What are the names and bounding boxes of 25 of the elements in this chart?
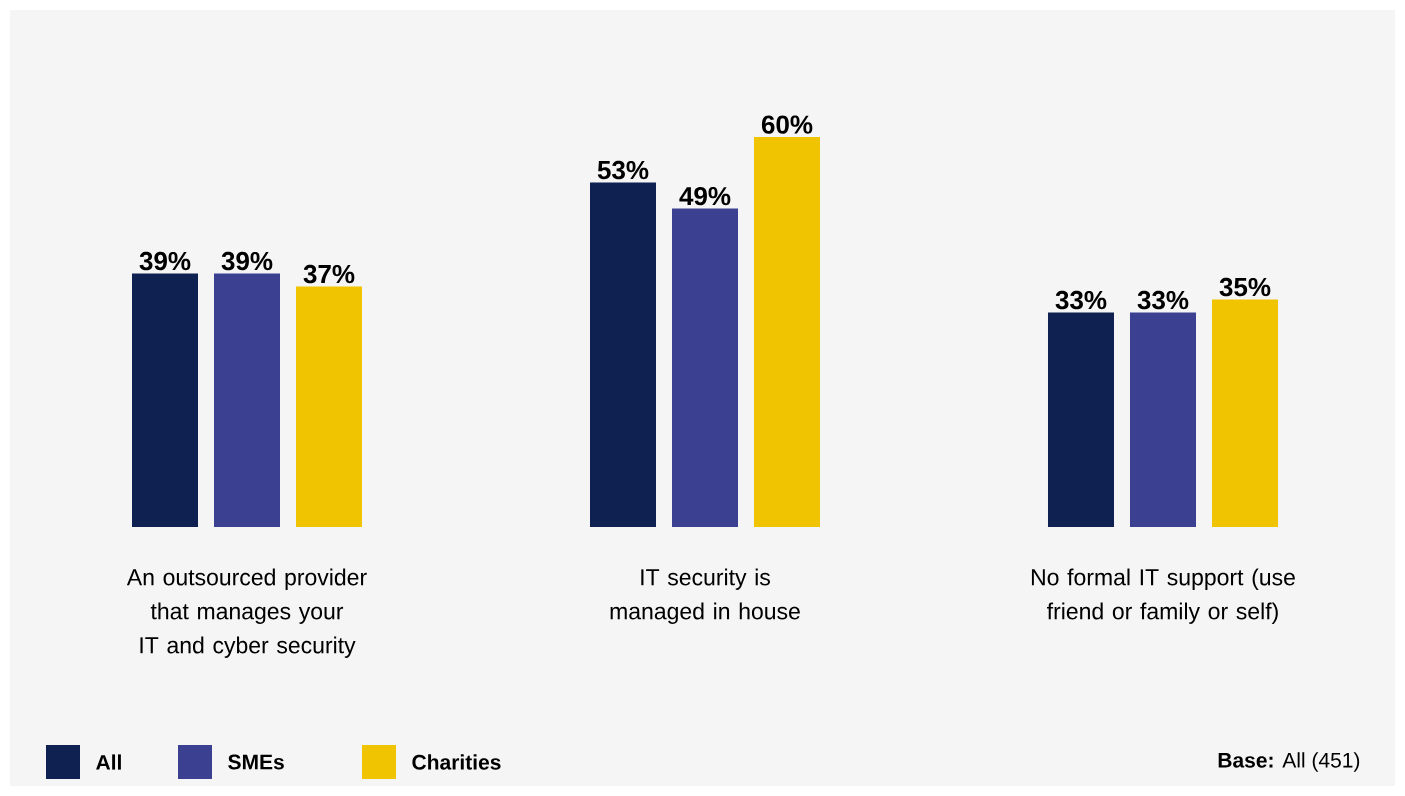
legend-label: SMEs bbox=[228, 754, 284, 770]
bar bbox=[672, 208, 738, 527]
bar bbox=[214, 273, 280, 527]
x-tick-label: IT security is managed in house bbox=[610, 568, 800, 624]
data-label: 37% bbox=[303, 264, 355, 284]
bar bbox=[132, 273, 198, 527]
bar bbox=[1129, 312, 1196, 527]
data-label: 60% bbox=[761, 115, 813, 134]
data-label: 49% bbox=[679, 186, 731, 206]
bar bbox=[296, 286, 362, 527]
bar bbox=[1211, 299, 1278, 527]
data-label: 39% bbox=[221, 251, 273, 271]
data-label: 53% bbox=[597, 160, 649, 180]
data-label: 39% bbox=[139, 251, 191, 271]
bar bbox=[754, 137, 820, 527]
text: Base: All (451) bbox=[1218, 752, 1360, 772]
x-tick-label: An outsourced provider that manages your IT and cyber security bbox=[126, 568, 367, 658]
data-label: 35% bbox=[1219, 277, 1271, 297]
x-tick-label: No formal IT support (use friend or family or self) bbox=[1031, 568, 1295, 624]
legend-label: All bbox=[96, 754, 121, 770]
bar bbox=[590, 182, 656, 527]
data-label: 33% bbox=[1055, 290, 1107, 310]
data-label: 33% bbox=[1137, 290, 1189, 310]
legend-label: Charities bbox=[412, 754, 501, 770]
bar bbox=[1047, 312, 1114, 527]
